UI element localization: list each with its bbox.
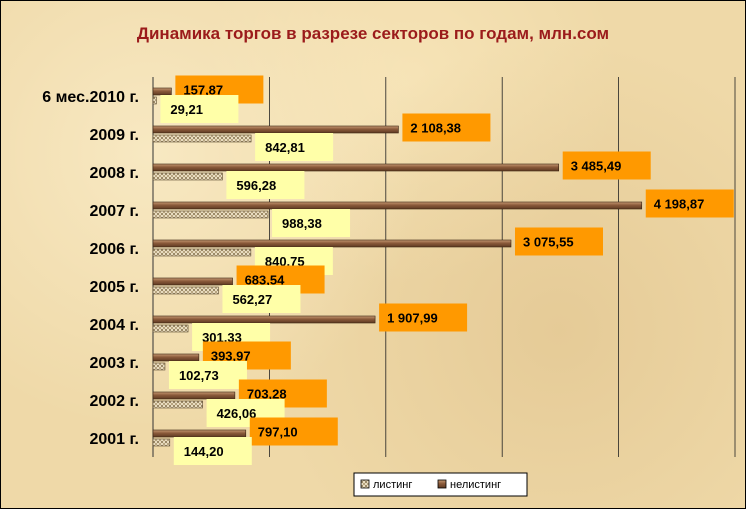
data-label-listing: 596,28 [236, 178, 276, 193]
bar-listing [152, 400, 203, 409]
bar-listing [152, 96, 157, 105]
bar-nonlisting [152, 239, 512, 248]
bar-nonlisting [152, 315, 376, 324]
bar-listing [152, 248, 252, 257]
data-label-box-listing [173, 437, 252, 465]
bar-nonlisting [152, 163, 560, 172]
data-label-box-nonlisting [514, 227, 603, 256]
bar-nonlisting [152, 125, 399, 134]
data-label-nonlisting: 1 907,99 [387, 311, 438, 326]
category-label: 6 мес.2010 г. [42, 89, 139, 106]
data-label-nonlisting: 393,97 [211, 349, 251, 364]
data-label-box-nonlisting [379, 303, 468, 332]
legend-label-nonlisting: нелистинг [450, 479, 501, 491]
data-label-box-listing [160, 95, 239, 123]
category-label: 2009 г. [89, 127, 139, 144]
data-label-nonlisting: 683,54 [245, 273, 286, 288]
data-label-listing: 988,38 [282, 216, 322, 231]
category-label: 2006 г. [89, 241, 139, 258]
data-label-box-nonlisting [645, 189, 734, 218]
data-label-listing: 144,20 [184, 444, 224, 459]
data-label-box-nonlisting [249, 417, 338, 446]
data-label-nonlisting: 797,10 [258, 425, 298, 440]
data-label-box-listing [222, 285, 301, 313]
bar-nonlisting [152, 429, 247, 438]
bar-nonlisting [152, 353, 200, 362]
legend-swatch-listing [360, 479, 370, 489]
bar-listing [152, 438, 171, 447]
data-label-nonlisting: 703,28 [247, 387, 287, 402]
data-label-listing: 301,33 [202, 330, 242, 345]
data-label-nonlisting: 4 198,87 [654, 197, 705, 212]
data-label-listing: 840,75 [265, 254, 305, 269]
data-label-box-listing [226, 171, 305, 199]
bars [152, 87, 643, 447]
bar-listing [152, 286, 219, 295]
legend-label-listing: листинг [373, 479, 412, 491]
category-labels: 6 мес.2010 г. 2009 г. 2008 г. 2007 г. 2006 г… [42, 89, 139, 448]
data-label-box-listing [168, 361, 247, 389]
legend-swatch-nonlisting [437, 479, 447, 489]
data-label-listing: 426,06 [217, 406, 257, 421]
category-label: 2005 г. [89, 279, 139, 296]
bar-listing [152, 362, 166, 371]
category-label: 2008 г. [89, 165, 139, 182]
bar-nonlisting [152, 277, 233, 286]
bar-nonlisting [152, 87, 172, 96]
data-label-nonlisting: 3 485,49 [571, 159, 622, 174]
bar-listing [152, 172, 223, 181]
category-label: 2001 г. [89, 431, 139, 448]
data-labels: 157,87 29,21 2 108,38 842,81 3 485,49 596,28 4… [160, 75, 734, 465]
data-label-box-nonlisting [402, 113, 491, 142]
category-label: 2004 г. [89, 317, 139, 334]
category-label: 2007 г. [89, 203, 139, 220]
data-label-box-nonlisting [562, 151, 651, 180]
legend: листинг нелистинг [353, 472, 528, 497]
bar-nonlisting [152, 201, 643, 210]
data-label-listing: 842,81 [265, 140, 305, 155]
bar-listing [152, 210, 269, 219]
data-label-nonlisting: 157,87 [183, 83, 223, 98]
data-label-listing: 102,73 [179, 368, 219, 383]
data-label-listing: 562,27 [232, 292, 272, 307]
data-label-listing: 29,21 [170, 102, 203, 117]
chart-title: Динамика торгов в разрезе секторов по го… [137, 24, 609, 43]
data-label-nonlisting: 2 108,38 [410, 121, 461, 136]
bar-nonlisting [152, 391, 236, 400]
bar-listing [152, 324, 189, 333]
data-label-box-listing [255, 133, 334, 161]
category-label: 2002 г. [89, 393, 139, 410]
data-label-nonlisting: 3 075,55 [523, 235, 574, 250]
bar-listing [152, 134, 252, 143]
data-label-box-listing [272, 209, 351, 237]
category-label: 2003 г. [89, 355, 139, 372]
